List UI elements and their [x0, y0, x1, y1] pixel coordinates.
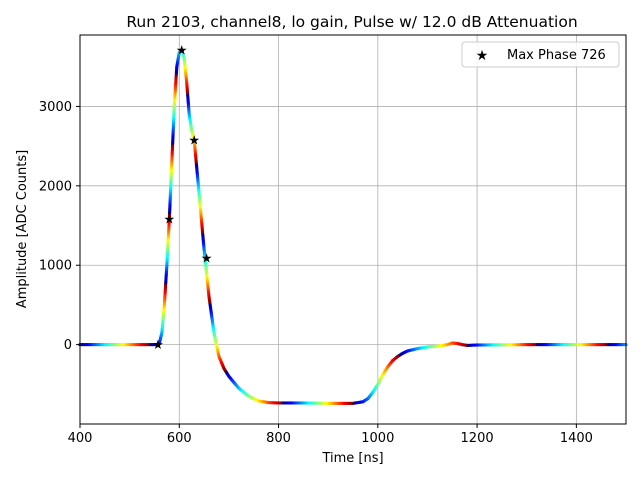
x-tick-label: 1000: [361, 431, 394, 446]
legend-box: [461, 41, 620, 68]
max-phase-star: ★: [164, 213, 176, 228]
max-phase-star: ★: [152, 338, 164, 353]
plot-frame: [79, 34, 627, 425]
grid-lines: [79, 35, 626, 424]
x-tick-label: 400: [68, 431, 93, 446]
y-tick-label: 2000: [39, 179, 72, 194]
x-axis-label: Time [ns]: [321, 451, 383, 466]
y-tick-label: 3000: [39, 100, 72, 115]
x-tick-label: 800: [266, 431, 291, 446]
chart-title: Run 2103, channel8, lo gain, Pulse w/ 12…: [126, 13, 577, 31]
max-phase-star: ★: [176, 44, 188, 59]
max-phase-star: ★: [201, 252, 213, 267]
data-points: [78, 48, 628, 405]
x-tick-label: 1200: [461, 431, 494, 446]
legend: ★ Max Phase 726: [461, 41, 620, 68]
y-axis-label: Amplitude [ADC Counts]: [15, 150, 30, 308]
x-axis: 400 600 800 1000 1200 1400: [68, 424, 593, 446]
y-axis: 0 1000 2000 3000: [39, 100, 80, 353]
legend-label: Max Phase 726: [507, 48, 606, 63]
y-tick-label: 0: [64, 338, 72, 353]
max-phase-star: ★: [188, 133, 200, 148]
x-tick-label: 1400: [560, 431, 593, 446]
legend-star-icon: ★: [476, 48, 489, 64]
x-tick-label: 600: [167, 431, 192, 446]
max-phase-markers: ★ ★ ★ ★ ★: [152, 44, 212, 354]
y-tick-label: 1000: [39, 259, 72, 274]
